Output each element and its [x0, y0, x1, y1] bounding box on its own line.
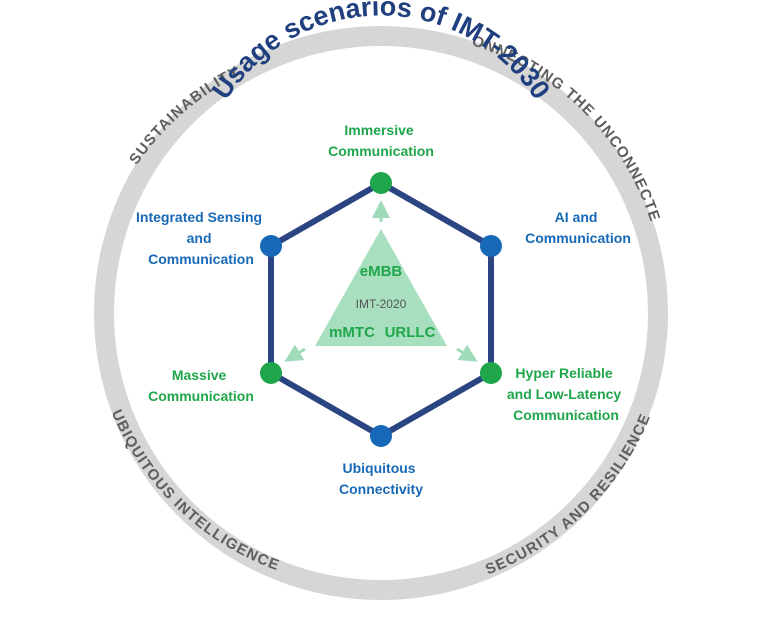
arrow-to-massive — [284, 344, 306, 362]
label-ai-and-communication: AI and Communication — [525, 209, 631, 246]
node-ubiquitous-connectivity — [370, 425, 392, 447]
imt-2020-triangle — [315, 229, 447, 346]
label-ubiquitous-connectivity: Ubiquitous Connectivity — [339, 460, 423, 497]
node-ai-and-communication — [480, 235, 502, 257]
node-immersive-communication — [370, 172, 392, 194]
node-hrllc — [480, 362, 502, 384]
triangle-urllc-label: URLLC — [385, 324, 436, 341]
label-immersive-communication: Immersive Communication — [328, 122, 434, 159]
label-massive-communication: Massive Communication — [148, 367, 254, 404]
label-hyper-reliable-low-latency: Hyper Reliable and Low-Latency Communica… — [507, 365, 625, 423]
node-massive-communication — [260, 362, 282, 384]
ring-label-ubiquitous-intelligence: UBIQUITOUS INTELLIGENCE — [108, 407, 282, 574]
node-integrated-sensing — [260, 235, 282, 257]
outer-ring — [94, 26, 668, 600]
triangle-embb-label: eMBB — [360, 263, 403, 280]
label-integrated-sensing-and-communication: Integrated Sensing and Communication — [136, 209, 266, 267]
ring-label-security-and-resilience: SECURITY AND RESILIENCE — [483, 411, 654, 579]
arrow-to-hrllc — [456, 344, 478, 362]
triangle-imt2020-label: IMT-2020 — [356, 297, 407, 311]
diagram-title: Usage scenarios of IMT-2030 — [206, 0, 556, 104]
triangle-mmtc-label: mMTC — [329, 324, 375, 341]
